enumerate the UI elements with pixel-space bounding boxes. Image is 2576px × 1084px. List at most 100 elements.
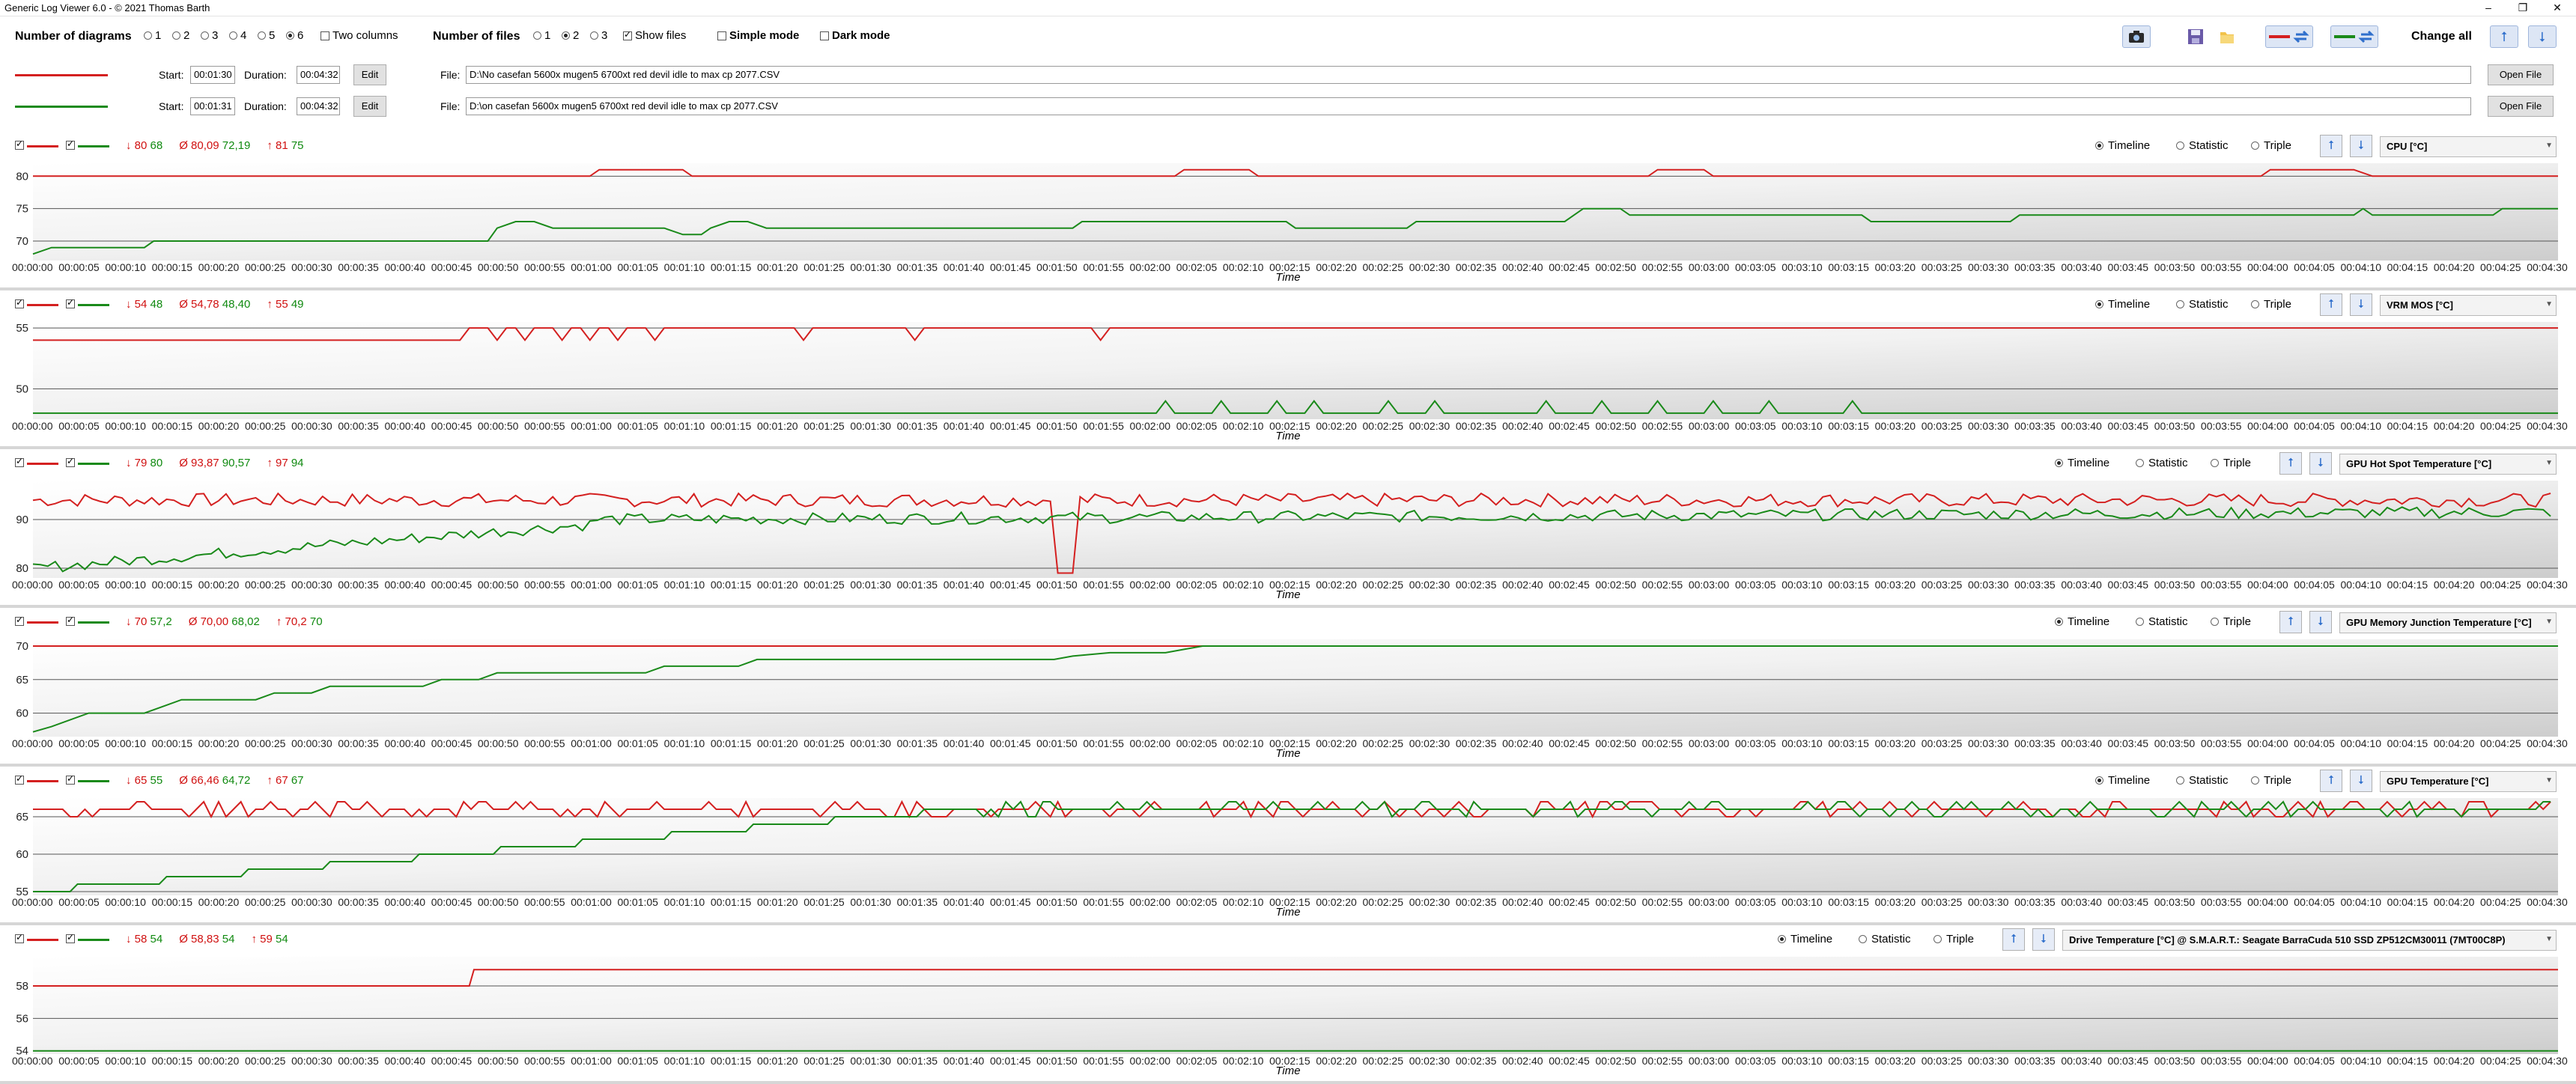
series-line-2 — [33, 800, 2551, 892]
dark-mode-checkbox[interactable]: Dark mode — [820, 29, 890, 42]
series-2-visible-checkbox[interactable] — [66, 773, 75, 785]
mode-timeline-radio[interactable]: Timeline — [2055, 457, 2109, 469]
file-path-input[interactable]: D:\No casefan 5600x mugen5 6700xt red de… — [466, 66, 2471, 84]
series-1-visible-checkbox[interactable] — [15, 615, 24, 626]
edit-button[interactable]: Edit — [353, 96, 386, 117]
file-count-radio-2[interactable]: 2 — [562, 29, 579, 42]
mode-timeline-radio[interactable]: Timeline — [2095, 139, 2150, 152]
sensor-select[interactable]: VRM MOS [°C] ▼ — [2380, 295, 2557, 316]
x-tick-label: 00:01:20 — [757, 261, 798, 271]
series-1-visible-checkbox[interactable] — [15, 773, 24, 785]
diagram-count-radio-3[interactable]: 3 — [201, 29, 218, 42]
move-diagram-down-button[interactable]: ⭣ — [2309, 452, 2332, 475]
simple-mode-checkbox[interactable]: Simple mode — [717, 29, 799, 42]
y-tick-label: 65 — [16, 674, 28, 686]
x-tick-label: 00:03:10 — [1781, 420, 1823, 430]
file-count-radio-1[interactable]: 1 — [533, 29, 550, 42]
series-1-legend-line — [27, 780, 58, 782]
move-diagram-down-button[interactable]: ⭣ — [2350, 135, 2372, 157]
move-diagram-down-button[interactable]: ⭣ — [2032, 928, 2055, 951]
move-diagram-up-button[interactable]: ⭡ — [2279, 611, 2302, 633]
mode-statistic-radio[interactable]: Statistic — [2176, 774, 2229, 787]
x-tick-label: 00:03:50 — [2154, 420, 2196, 430]
diagram-count-option-label: 1 — [155, 29, 162, 42]
move-up-all-button[interactable]: ⭡ — [2490, 25, 2518, 48]
mode-statistic-radio[interactable]: Statistic — [2176, 298, 2229, 311]
close-button[interactable]: ✕ — [2553, 1, 2562, 13]
mode-statistic-radio[interactable]: Statistic — [2136, 457, 2188, 469]
mode-triple-radio[interactable]: Triple — [2251, 298, 2291, 311]
start-input[interactable]: 00:01:31 — [190, 97, 235, 115]
x-tick-label: 00:01:10 — [664, 420, 705, 430]
duration-input[interactable]: 00:04:32 — [297, 66, 340, 84]
duration-input[interactable]: 00:04:32 — [297, 97, 340, 115]
series-2-visible-checkbox[interactable] — [66, 456, 75, 467]
mode-timeline-radio[interactable]: Timeline — [2095, 774, 2150, 787]
move-diagram-up-button[interactable]: ⭡ — [2002, 928, 2025, 951]
move-diagram-down-button[interactable]: ⭣ — [2350, 770, 2372, 792]
two-columns-checkbox[interactable]: Two columns — [321, 29, 398, 42]
mode-triple-radio[interactable]: Triple — [2211, 457, 2251, 469]
screenshot-button[interactable] — [2122, 25, 2151, 48]
maximize-button[interactable]: ❐ — [2518, 1, 2528, 13]
minimize-button[interactable]: – — [2485, 1, 2491, 13]
series-1-visible-checkbox[interactable] — [15, 138, 24, 150]
diagram-count-radio-1[interactable]: 1 — [144, 29, 161, 42]
x-tick-label: 00:01:50 — [1036, 261, 1078, 271]
series-line-2 — [32, 645, 2558, 733]
mode-triple-radio[interactable]: Triple — [2251, 774, 2291, 787]
x-tick-label: 00:02:05 — [1176, 261, 1218, 271]
series-1-visible-checkbox[interactable] — [15, 932, 24, 943]
move-diagram-down-button[interactable]: ⭣ — [2350, 293, 2372, 316]
show-files-checkbox[interactable]: Show files — [623, 29, 686, 42]
file-path-input[interactable]: D:\on casefan 5600x mugen5 6700xt red de… — [466, 97, 2471, 115]
move-diagram-down-button[interactable]: ⭣ — [2309, 611, 2332, 633]
mode-triple-radio[interactable]: Triple — [2251, 139, 2291, 152]
series-2-visible-checkbox[interactable] — [66, 138, 75, 150]
move-diagram-up-button[interactable]: ⭡ — [2320, 770, 2342, 792]
series-2-visible-checkbox[interactable] — [66, 615, 75, 626]
radio-circle-icon — [2055, 618, 2063, 626]
start-input[interactable]: 00:01:30 — [190, 66, 235, 84]
move-diagram-up-button[interactable]: ⭡ — [2320, 135, 2342, 157]
diagram-count-radio-5[interactable]: 5 — [258, 29, 275, 42]
open-file-button[interactable]: Open File — [2488, 96, 2554, 117]
open-folder-button[interactable] — [2213, 25, 2241, 48]
series-2-visible-checkbox[interactable] — [66, 297, 75, 308]
file-count-radio-3[interactable]: 3 — [590, 29, 607, 42]
swap-red-button[interactable] — [2265, 25, 2313, 48]
series-2-visible-checkbox[interactable] — [66, 932, 75, 943]
diagram-count-radio-6[interactable]: 6 — [286, 29, 303, 42]
mode-timeline-radio[interactable]: Timeline — [1778, 933, 1832, 946]
open-file-button[interactable]: Open File — [2488, 64, 2554, 85]
mode-triple-radio[interactable]: Triple — [1933, 933, 1974, 946]
move-down-all-button[interactable]: ⭣ — [2528, 25, 2557, 48]
mode-statistic-radio[interactable]: Statistic — [2136, 615, 2188, 628]
move-diagram-up-button[interactable]: ⭡ — [2320, 293, 2342, 316]
edit-button[interactable]: Edit — [353, 64, 386, 85]
mode-triple-radio[interactable]: Triple — [2211, 615, 2251, 628]
x-tick-label: 00:00:50 — [478, 579, 519, 588]
sensor-select[interactable]: GPU Temperature [°C] ▼ — [2380, 771, 2557, 792]
mode-statistic-radio[interactable]: Statistic — [2176, 139, 2229, 152]
sensor-select[interactable]: GPU Hot Spot Temperature [°C] ▼ — [2339, 454, 2557, 475]
diagram-panel: ↓ 58 54Ø 58,83 54↑ 59 54TimelineStatisti… — [0, 925, 2576, 1084]
panel-separator — [0, 1081, 2576, 1084]
series-1-legend-line — [27, 463, 58, 465]
save-button[interactable] — [2181, 25, 2210, 48]
x-tick-label: 00:02:10 — [1223, 1055, 1264, 1065]
sensor-select[interactable]: CPU [°C] ▼ — [2380, 136, 2557, 157]
diagram-count-radio-4[interactable]: 4 — [229, 29, 246, 42]
swap-green-button[interactable] — [2330, 25, 2378, 48]
mode-statistic-radio[interactable]: Statistic — [1859, 933, 1911, 946]
mode-timeline-radio[interactable]: Timeline — [2095, 298, 2150, 311]
x-tick-label: 00:02:25 — [1363, 420, 1404, 430]
move-diagram-up-button[interactable]: ⭡ — [2279, 452, 2302, 475]
sensor-select[interactable]: Drive Temperature [°C] @ S.M.A.R.T.: Sea… — [2062, 930, 2557, 951]
diagram-count-radio-2[interactable]: 2 — [172, 29, 189, 42]
arrow-down-icon: ⭣ — [2539, 28, 2546, 44]
sensor-select[interactable]: GPU Memory Junction Temperature [°C] ▼ — [2339, 612, 2557, 633]
series-1-visible-checkbox[interactable] — [15, 297, 24, 308]
series-1-visible-checkbox[interactable] — [15, 456, 24, 467]
mode-timeline-radio[interactable]: Timeline — [2055, 615, 2109, 628]
